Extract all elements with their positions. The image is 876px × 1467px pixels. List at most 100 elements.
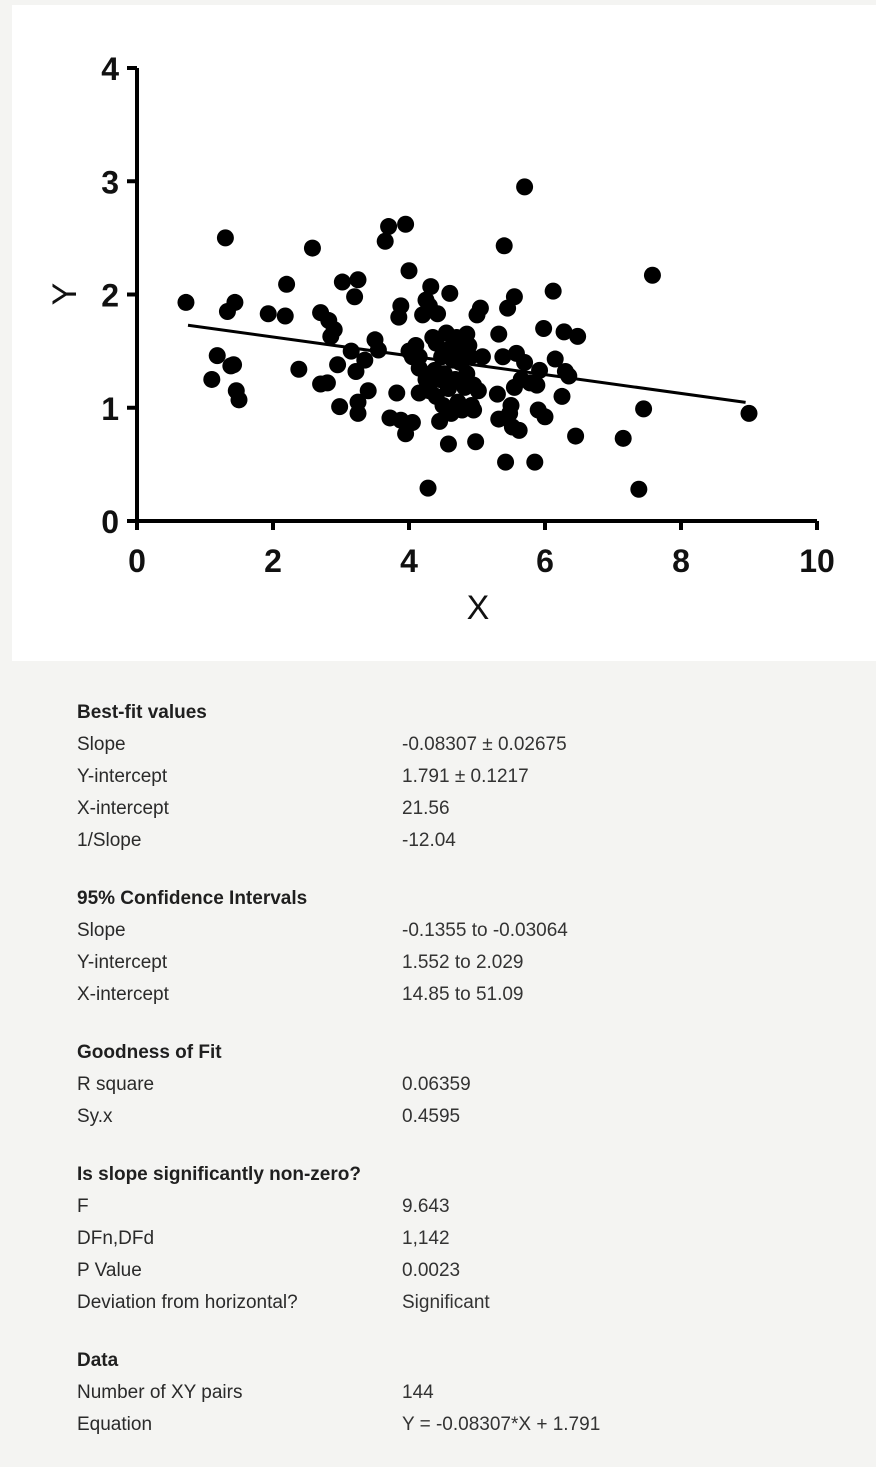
data-point (494, 348, 512, 366)
stat-value: 1,142 (402, 1228, 450, 1249)
data-point (614, 429, 632, 447)
y-tick-label: 2 (101, 278, 119, 314)
stats-section: Best-fit values Slope -0.08307 ± 0.02675 Y-… (77, 697, 837, 857)
data-point (560, 367, 578, 385)
stats-row: F 9.643 (77, 1191, 837, 1223)
data-point (278, 275, 296, 293)
data-point (349, 404, 367, 422)
stats-row: Sy.x 0.4595 (77, 1101, 837, 1133)
data-point (630, 480, 648, 498)
data-point (276, 307, 294, 325)
stat-label: 1/Slope (77, 830, 142, 851)
data-point (471, 299, 489, 317)
x-tick-label: 8 (672, 543, 690, 579)
stat-value: 1.552 to 2.029 (402, 952, 524, 973)
stats-row: P Value 0.0023 (77, 1255, 837, 1287)
data-point (528, 376, 546, 394)
data-point (331, 398, 349, 416)
data-point (349, 271, 367, 289)
stat-value: 0.06359 (402, 1074, 471, 1095)
stat-label: Slope (77, 920, 126, 941)
stats-row: X-intercept 21.56 (77, 793, 837, 825)
scatter-plot: 0 2 4 6 8 10 0 1 2 3 4 X Y (46, 51, 835, 627)
data-point (290, 360, 308, 378)
data-point (329, 356, 347, 374)
data-point (505, 288, 523, 306)
stat-label: Deviation from horizontal? (77, 1292, 298, 1313)
data-point (419, 479, 437, 497)
section-title: Best-fit values (77, 702, 207, 723)
stat-value: 0.0023 (402, 1260, 461, 1281)
stats-row: 1/Slope -12.04 (77, 825, 837, 857)
data-point (388, 384, 406, 402)
data-point (226, 293, 244, 311)
data-point (461, 348, 479, 366)
data-point (536, 408, 554, 426)
stat-label: DFn,DFd (77, 1228, 155, 1249)
data-point (356, 351, 374, 369)
stat-label: F (77, 1196, 89, 1217)
stat-value: -12.04 (402, 830, 456, 851)
y-tick-label: 0 (101, 504, 119, 540)
stat-value: 1.791 ± 0.1217 (402, 766, 529, 787)
stat-value: Y = -0.08307*X + 1.791 (402, 1414, 601, 1435)
axes: 0 2 4 6 8 10 0 1 2 3 4 (101, 51, 835, 579)
fit-line-group (187, 323, 746, 404)
data-point (535, 319, 553, 337)
stats-section: 95% Confidence Intervals Slope -0.1355 to … (77, 883, 837, 1011)
data-point (467, 433, 485, 451)
stats-row: DFn,DFd 1,142 (77, 1223, 837, 1255)
regression-line (187, 323, 746, 404)
data-point (318, 374, 336, 392)
stat-value: -0.08307 ± 0.02675 (402, 734, 567, 755)
section-title: Is slope significantly non-zero? (77, 1164, 361, 1185)
data-point (429, 305, 447, 323)
stats-row: Slope -0.08307 ± 0.02675 (77, 729, 837, 761)
data-point (569, 327, 587, 345)
data-point (643, 266, 661, 284)
data-points (177, 178, 758, 498)
data-point (510, 421, 528, 439)
data-point (346, 288, 364, 306)
stats-row: R square 0.06359 (77, 1069, 837, 1101)
stat-value: 144 (402, 1382, 434, 1403)
statistics-table: Best-fit values Slope -0.08307 ± 0.02675 Y-… (77, 697, 837, 1467)
stats-row: Y-intercept 1.552 to 2.029 (77, 947, 837, 979)
data-point (359, 382, 377, 400)
section-title: Data (77, 1350, 119, 1371)
data-point (333, 273, 351, 291)
x-tick-label: 2 (264, 543, 282, 579)
data-point (380, 218, 398, 236)
data-point (376, 232, 394, 250)
data-point (497, 453, 515, 471)
data-point (502, 396, 520, 414)
stat-label: Equation (77, 1414, 153, 1435)
section-title: 95% Confidence Intervals (77, 888, 308, 909)
stat-value: Significant (402, 1292, 490, 1313)
data-point (203, 370, 221, 388)
stats-row: X-intercept 14.85 to 51.09 (77, 979, 837, 1011)
data-point (465, 401, 483, 419)
stats-row: Slope -0.1355 to -0.03064 (77, 915, 837, 947)
data-point (259, 305, 277, 323)
stat-label: P Value (77, 1260, 142, 1281)
data-point (526, 453, 544, 471)
y-axis-label: Y (46, 283, 84, 306)
data-point (495, 237, 513, 255)
data-point (490, 325, 508, 343)
stat-label: Sy.x (77, 1106, 113, 1127)
chart-panel: 0 2 4 6 8 10 0 1 2 3 4 X Y (12, 5, 876, 661)
stat-value: 9.643 (402, 1196, 450, 1217)
y-tick-label: 1 (101, 391, 119, 427)
data-point (516, 353, 534, 371)
data-point (555, 323, 573, 341)
stats-row: Y-intercept 1.791 ± 0.1217 (77, 761, 837, 793)
stat-value: 0.4595 (402, 1106, 461, 1127)
data-point (230, 391, 248, 409)
data-point (473, 348, 491, 366)
data-point (439, 435, 457, 453)
stats-row: Deviation from horizontal? Significant (77, 1287, 837, 1319)
stat-label: X-intercept (77, 984, 169, 1005)
data-point (531, 361, 549, 379)
data-point (303, 239, 321, 257)
